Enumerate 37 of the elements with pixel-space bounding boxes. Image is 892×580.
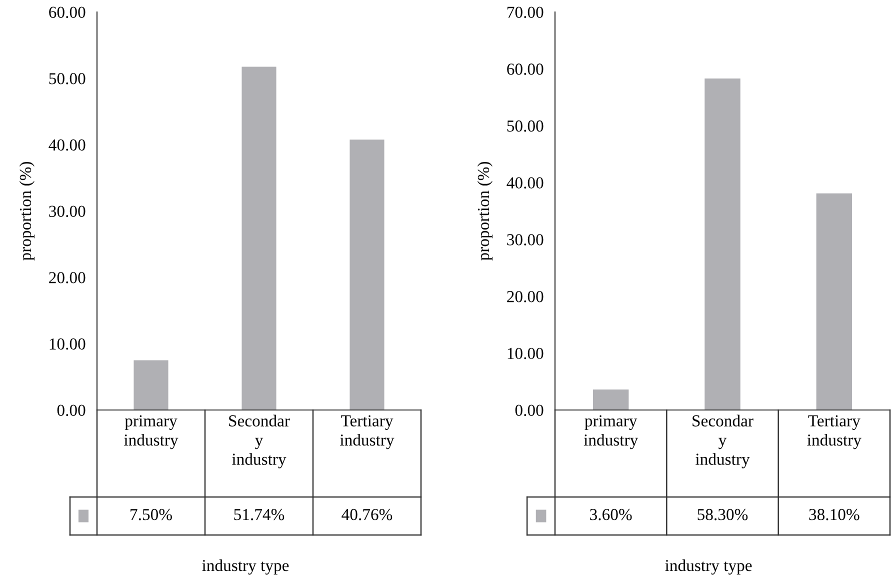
x-tick-label: Tertiary industry	[340, 415, 394, 450]
data-label: 40.76%	[342, 508, 392, 520]
data-label: 7.50%	[130, 508, 172, 520]
x-tick-label: Secondar y industry	[229, 414, 290, 468]
y-tick-label: 10.00	[50, 338, 86, 350]
y-axis-title: proportion (%)	[19, 162, 34, 260]
data-label: 3.60%	[590, 508, 632, 520]
y-tick-label: 50.00	[49, 73, 86, 84]
y-tick-label: 50.00	[507, 120, 544, 132]
x-tick-label: Secondar y industry	[692, 414, 754, 468]
y-tick-label: 40.00	[48, 139, 86, 151]
y-axis-title: proportion (%)	[477, 162, 492, 260]
y-tick-label: 20.00	[507, 290, 544, 302]
bar	[350, 140, 384, 410]
y-tick-label: 0.00	[57, 404, 86, 416]
data-label: 58.30%	[698, 508, 748, 520]
data-label: 51.74%	[234, 508, 284, 520]
bar	[816, 193, 852, 410]
data-label: 38.10%	[809, 508, 860, 520]
y-tick-label: 40.00	[506, 177, 544, 189]
x-tick-label: Tertiary industry	[807, 415, 862, 450]
y-tick-label: 0.00	[515, 404, 544, 416]
y-tick-label: 60.00	[49, 6, 86, 18]
y-tick-label: 30.00	[507, 234, 544, 246]
y-tick-label: 70.00	[507, 6, 544, 18]
y-tick-label: 10.00	[508, 348, 544, 360]
x-tick-label: primary industry	[124, 415, 178, 450]
bar	[592, 390, 629, 410]
bar	[134, 360, 168, 410]
y-tick-label: 30.00	[49, 206, 86, 218]
bar	[242, 66, 276, 410]
y-tick-label: 20.00	[49, 272, 86, 284]
bar	[704, 78, 740, 410]
x-axis-title: industry type	[665, 559, 752, 575]
x-tick-label: primary industry	[584, 415, 638, 450]
x-axis-title: industry type	[202, 559, 289, 575]
y-tick-label: 60.00	[507, 64, 544, 75]
